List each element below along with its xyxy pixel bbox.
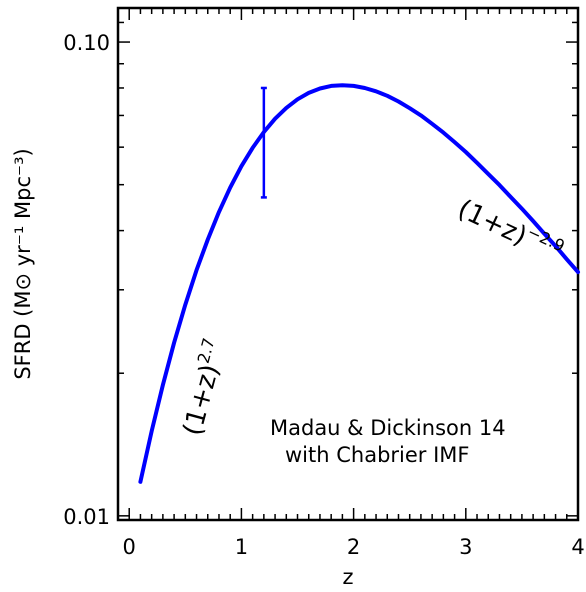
error-bar [260,86,267,199]
y-tick-label: 0.01 [63,505,110,529]
high-z-slope-base: (1+z) [453,194,531,252]
low-z-slope-exponent: 2.7 [194,336,219,366]
high-z-slope-exponent: −2.9 [524,222,567,256]
reference-note-line1: Madau & Dickinson 14 [270,416,506,440]
low-z-slope-label: (1+z)2.7 [175,336,232,439]
y-axis-title: SFRD (M⊙ yr⁻¹ Mpc⁻³) [11,148,35,379]
x-tick-label: 1 [235,535,248,559]
high-z-slope-label: (1+z)−2.9 [453,191,568,268]
sfrd-curve [138,83,580,484]
y-tick-label: 0.10 [63,31,110,55]
x-axis-title: z [342,565,353,589]
x-tick-label: 3 [459,535,472,559]
x-tick-label: 2 [347,535,360,559]
low-z-slope-base: (1+z) [178,361,226,439]
x-tick-label: 0 [123,535,136,559]
axis-ticks [118,8,579,520]
plot-frame [116,6,580,522]
axis-tick-labels: 0 1 2 3 4 0.01 0.10 [63,31,584,559]
reference-note-line2: with Chabrier IMF [285,443,470,467]
x-tick-label: 4 [571,535,584,559]
